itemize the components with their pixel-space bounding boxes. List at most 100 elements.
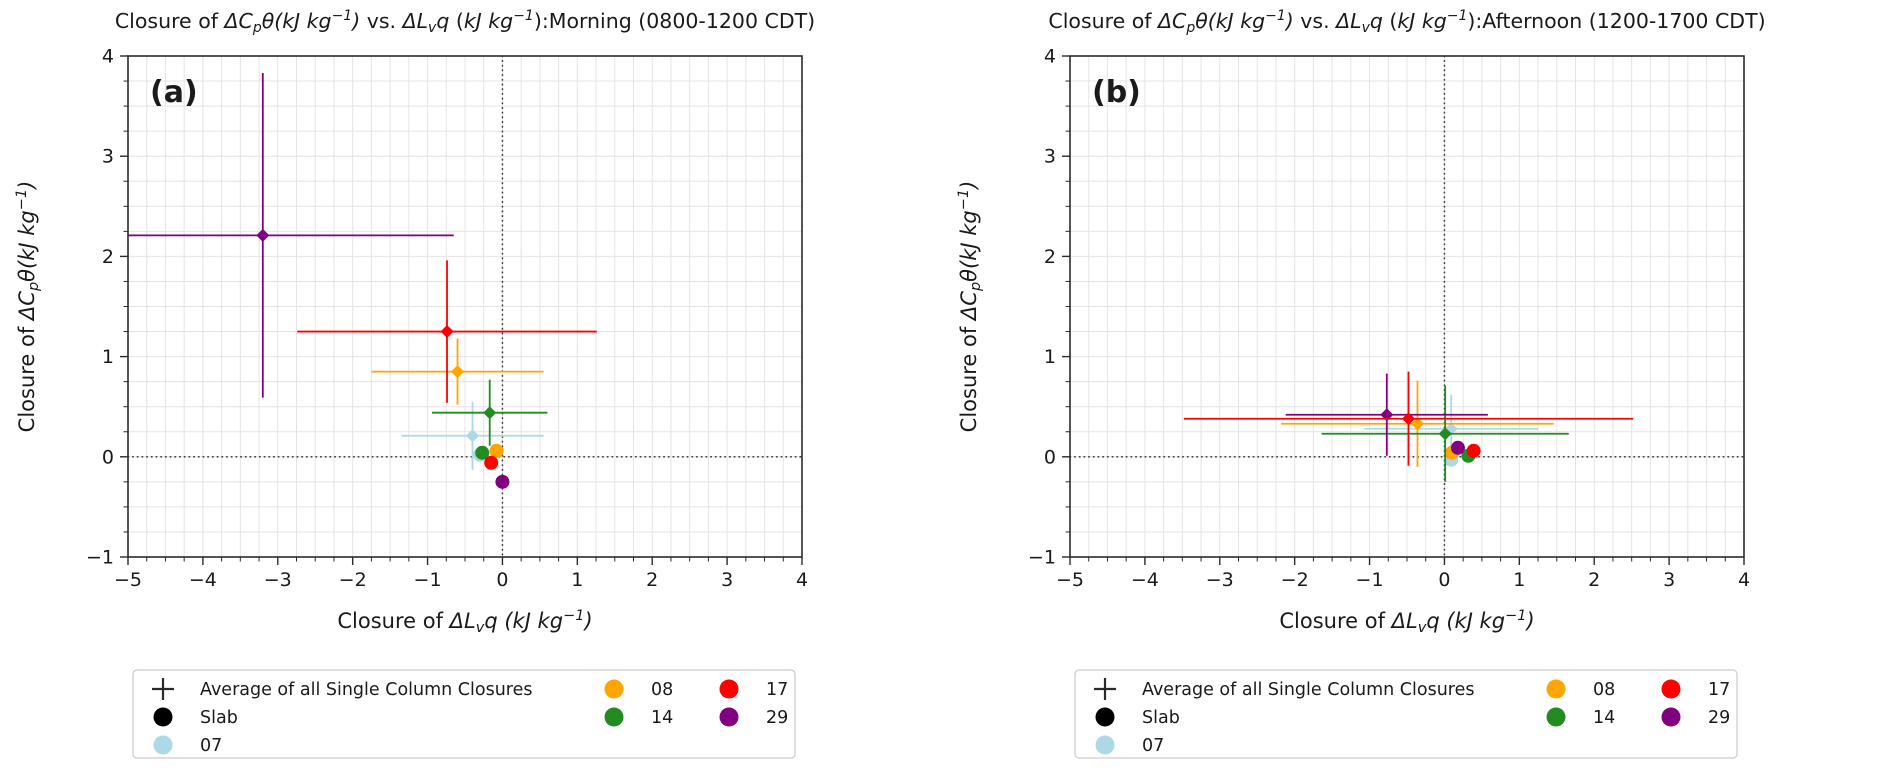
slab-marker-14 [475, 445, 490, 460]
data-series [1183, 371, 1634, 482]
zero-lines [127, 55, 803, 558]
closure-marker-29 [256, 228, 270, 242]
y-tick-label: 2 [1044, 246, 1056, 268]
y-tick-label: −1 [1028, 547, 1056, 569]
x-tick-label: 3 [1663, 569, 1675, 591]
series-08 [1281, 380, 1554, 467]
circle-marker-icon [719, 679, 739, 699]
closure-marker-07 [465, 429, 479, 443]
y-tick-label: 0 [1044, 446, 1056, 468]
x-axis-label: Closure of ΔLv​q (kJ kg−1​) [1279, 608, 1534, 636]
closure-marker-17 [1401, 412, 1415, 426]
legend-label: Average of all Single Column Closures [200, 680, 533, 700]
legend-label: 07 [1142, 736, 1164, 756]
circle-marker-icon [719, 707, 739, 727]
legend-label: 17 [1708, 680, 1730, 700]
closure-marker-08 [451, 365, 465, 379]
x-tick-label: 2 [1588, 569, 1600, 591]
slab-marker-29 [495, 474, 510, 489]
legend-label: 14 [1593, 708, 1615, 728]
circle-marker-icon [1661, 679, 1681, 699]
closure-marker-14 [483, 406, 497, 420]
slab-marker-29 [1450, 440, 1465, 455]
chart-panel-b: −5 −4 −3 −2 −1 0 1 2 3 4 −1 0 1 2 3 4 (b) Closure of ΔCp​… [956, 8, 1766, 759]
legend: Average of all Single Column Closures Sla… [1074, 669, 1738, 759]
x-tick-label: 4 [1738, 569, 1750, 591]
panel-label: (b) [1092, 75, 1141, 110]
y-tick-label: 1 [102, 346, 114, 368]
x-tick-label: 3 [721, 569, 733, 591]
slab-marker-17 [1466, 443, 1481, 458]
series-17 [1183, 371, 1634, 466]
legend-label: 08 [651, 680, 673, 700]
x-axis-label: Closure of ΔLv​q (kJ kg−1​) [337, 608, 592, 636]
series-29 [128, 73, 510, 489]
y-tick-label: 3 [102, 146, 114, 168]
y-tick-label: 1 [1044, 346, 1056, 368]
closure-marker-14 [1438, 427, 1452, 441]
x-tick-label: 1 [1513, 569, 1525, 591]
series-08 [371, 338, 544, 458]
x-tick-label: −1 [1356, 569, 1384, 591]
legend-label: 29 [766, 708, 788, 728]
x-tick-label: 1 [571, 569, 583, 591]
y-tick-label: 3 [1044, 146, 1056, 168]
slab-marker-17 [484, 455, 499, 470]
circle-marker-icon [1095, 707, 1115, 727]
legend: Average of all Single Column Closures Sla… [132, 669, 796, 759]
axes: −5 −4 −3 −2 −1 0 1 2 3 4 −1 0 1 2 3 4 [86, 46, 808, 592]
series-17 [297, 260, 597, 470]
legend-label: Slab [1142, 708, 1180, 728]
legend-label: Slab [200, 708, 238, 728]
y-tick-label: 0 [102, 446, 114, 468]
axes: −5 −4 −3 −2 −1 0 1 2 3 4 −1 0 1 2 3 4 [1028, 46, 1750, 592]
circle-marker-icon [1546, 707, 1566, 727]
y-tick-label: 4 [102, 46, 114, 68]
y-tick-label: −1 [86, 547, 114, 569]
circle-marker-icon [1661, 707, 1681, 727]
legend-label: 14 [651, 708, 673, 728]
panel-label: (a) [150, 75, 198, 110]
y-axis-label: Closure of ΔCp​θ(kJ kg−1​) [14, 181, 42, 433]
series-14 [1321, 385, 1569, 482]
chart-title: Closure of ΔCp​θ(kJ kg−1​) vs. ΔLv​q (kJ… [115, 8, 815, 36]
x-tick-label: 0 [496, 569, 508, 591]
series-29 [1285, 373, 1488, 456]
series-14 [432, 379, 548, 460]
x-tick-label: 0 [1438, 569, 1450, 591]
grid [1070, 56, 1744, 557]
x-tick-label: −3 [1206, 569, 1234, 591]
closure-marker-17 [440, 325, 454, 339]
x-tick-label: −2 [1281, 569, 1309, 591]
x-tick-label: −3 [264, 569, 292, 591]
x-tick-label: −5 [1056, 569, 1084, 591]
legend-label: 17 [766, 680, 788, 700]
x-tick-label: −2 [339, 569, 367, 591]
y-axis-label: Closure of ΔCp​θ(kJ kg−1​) [956, 181, 984, 433]
x-tick-label: −1 [414, 569, 442, 591]
circle-marker-icon [153, 707, 173, 727]
legend-label: Average of all Single Column Closures [1142, 680, 1475, 700]
x-tick-label: −5 [114, 569, 142, 591]
chart-title: Closure of ΔCp​θ(kJ kg−1​) vs. ΔLv​q (kJ… [1048, 8, 1765, 36]
circle-marker-icon [153, 735, 173, 755]
x-tick-label: 2 [646, 569, 658, 591]
legend-label: 07 [200, 736, 222, 756]
legend-label: 08 [1593, 680, 1615, 700]
circle-marker-icon [1546, 679, 1566, 699]
circle-marker-icon [604, 679, 624, 699]
circle-marker-icon [604, 707, 624, 727]
y-tick-label: 4 [1044, 46, 1056, 68]
data-series [128, 73, 597, 489]
closure-marker-08 [1410, 417, 1424, 431]
grid [128, 56, 802, 557]
legend-label: 29 [1708, 708, 1730, 728]
y-tick-label: 2 [102, 246, 114, 268]
x-tick-label: 4 [796, 569, 808, 591]
x-tick-label: −4 [189, 569, 217, 591]
circle-marker-icon [1095, 735, 1115, 755]
slab-marker-08 [489, 443, 504, 458]
chart-panel-a: −5 −4 −3 −2 −1 0 1 2 3 4 −1 0 1 2 3 4 (a) Closure of ΔCp​… [14, 8, 815, 759]
